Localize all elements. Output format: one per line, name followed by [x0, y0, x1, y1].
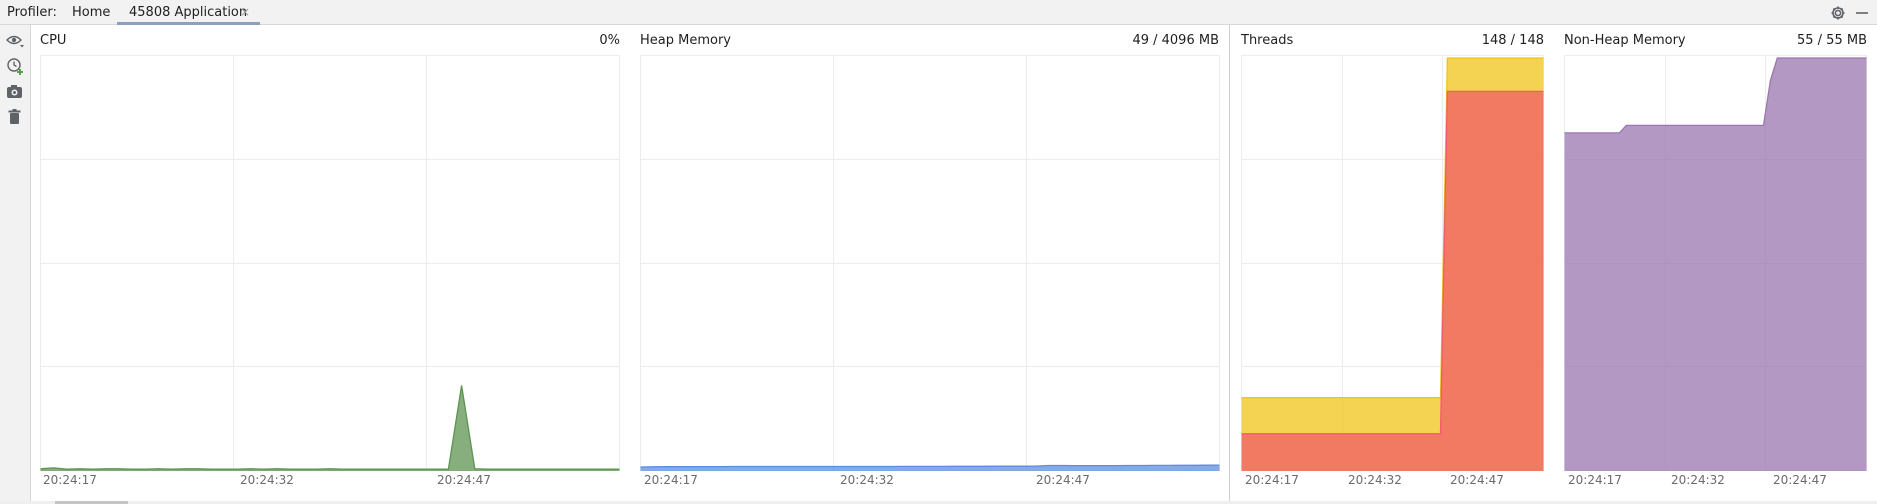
trash-icon[interactable] [4, 106, 26, 128]
panel-divider[interactable] [1229, 25, 1230, 501]
tab-application[interactable]: 45808 Application × [117, 0, 260, 25]
minimize-icon[interactable] [1851, 2, 1873, 24]
cpu-value: 0% [599, 33, 620, 48]
heap-value: 49 / 4096 MB [1132, 33, 1219, 48]
nonheap-chart [1564, 55, 1867, 471]
chart-grid [640, 55, 1220, 471]
settings-gear-icon[interactable] [1827, 2, 1849, 24]
nonheap-time-label: 20:24:17 [1568, 473, 1622, 487]
tab-home[interactable]: Home [63, 0, 113, 25]
threads-time-label: 20:24:47 [1450, 473, 1504, 487]
series-line-0 [1564, 57, 1867, 134]
series-area-0 [1564, 58, 1867, 471]
heap-time-label: 20:24:17 [644, 473, 698, 487]
scrollbar-thumb[interactable] [55, 501, 128, 504]
nonheap-title: Non-Heap Memory [1564, 33, 1686, 48]
threads-panel: Threads 148 / 148 20:24:17 20:24:32 20:2… [1232, 25, 1547, 501]
series-line-0 [1241, 57, 1544, 399]
heap-time-label: 20:24:32 [840, 473, 894, 487]
cpu-chart [40, 55, 620, 471]
tab-application-label: 45808 Application [129, 5, 248, 20]
cpu-title: CPU [40, 33, 67, 48]
series-area-1 [1241, 91, 1544, 471]
horizontal-scrollbar[interactable] [0, 501, 1877, 504]
cpu-time-label: 20:24:17 [43, 473, 97, 487]
cpu-panel: CPU 0% 20:24:17 20:24:32 20:24:47 [31, 25, 625, 501]
add-timer-icon[interactable] [4, 55, 26, 77]
heap-panel: Heap Memory 49 / 4096 MB 20:24:17 20:24:… [631, 25, 1226, 501]
series-area-0 [40, 385, 620, 471]
chart-grid [40, 55, 620, 471]
threads-title: Threads [1241, 33, 1294, 48]
threads-time-label: 20:24:32 [1348, 473, 1402, 487]
threads-time-label: 20:24:17 [1245, 473, 1299, 487]
profiler-tab-bar: Profiler: Home 45808 Application × [0, 0, 1877, 25]
tab-close-icon[interactable]: × [240, 5, 251, 19]
threads-value: 148 / 148 [1481, 33, 1544, 48]
heap-title: Heap Memory [640, 33, 731, 48]
series-line-0 [40, 385, 620, 470]
heap-time-label: 20:24:47 [1036, 473, 1090, 487]
heap-chart [640, 55, 1220, 471]
screenshot-camera-icon[interactable] [4, 81, 26, 103]
profiler-toolstrip [0, 25, 31, 501]
profiler-label: Profiler: [7, 5, 57, 20]
nonheap-value: 55 / 55 MB [1797, 33, 1867, 48]
cpu-time-label: 20:24:32 [240, 473, 294, 487]
nonheap-panel: Non-Heap Memory 55 / 55 MB 20:24:17 20:2… [1555, 25, 1872, 501]
cpu-time-label: 20:24:47 [437, 473, 491, 487]
nonheap-time-label: 20:24:47 [1773, 473, 1827, 487]
nonheap-time-label: 20:24:32 [1671, 473, 1725, 487]
view-options-icon[interactable] [4, 30, 26, 52]
tab-home-label: Home [72, 5, 111, 20]
threads-chart [1241, 55, 1544, 471]
series-line-1 [1241, 90, 1544, 435]
series-line-0 [640, 464, 1220, 468]
